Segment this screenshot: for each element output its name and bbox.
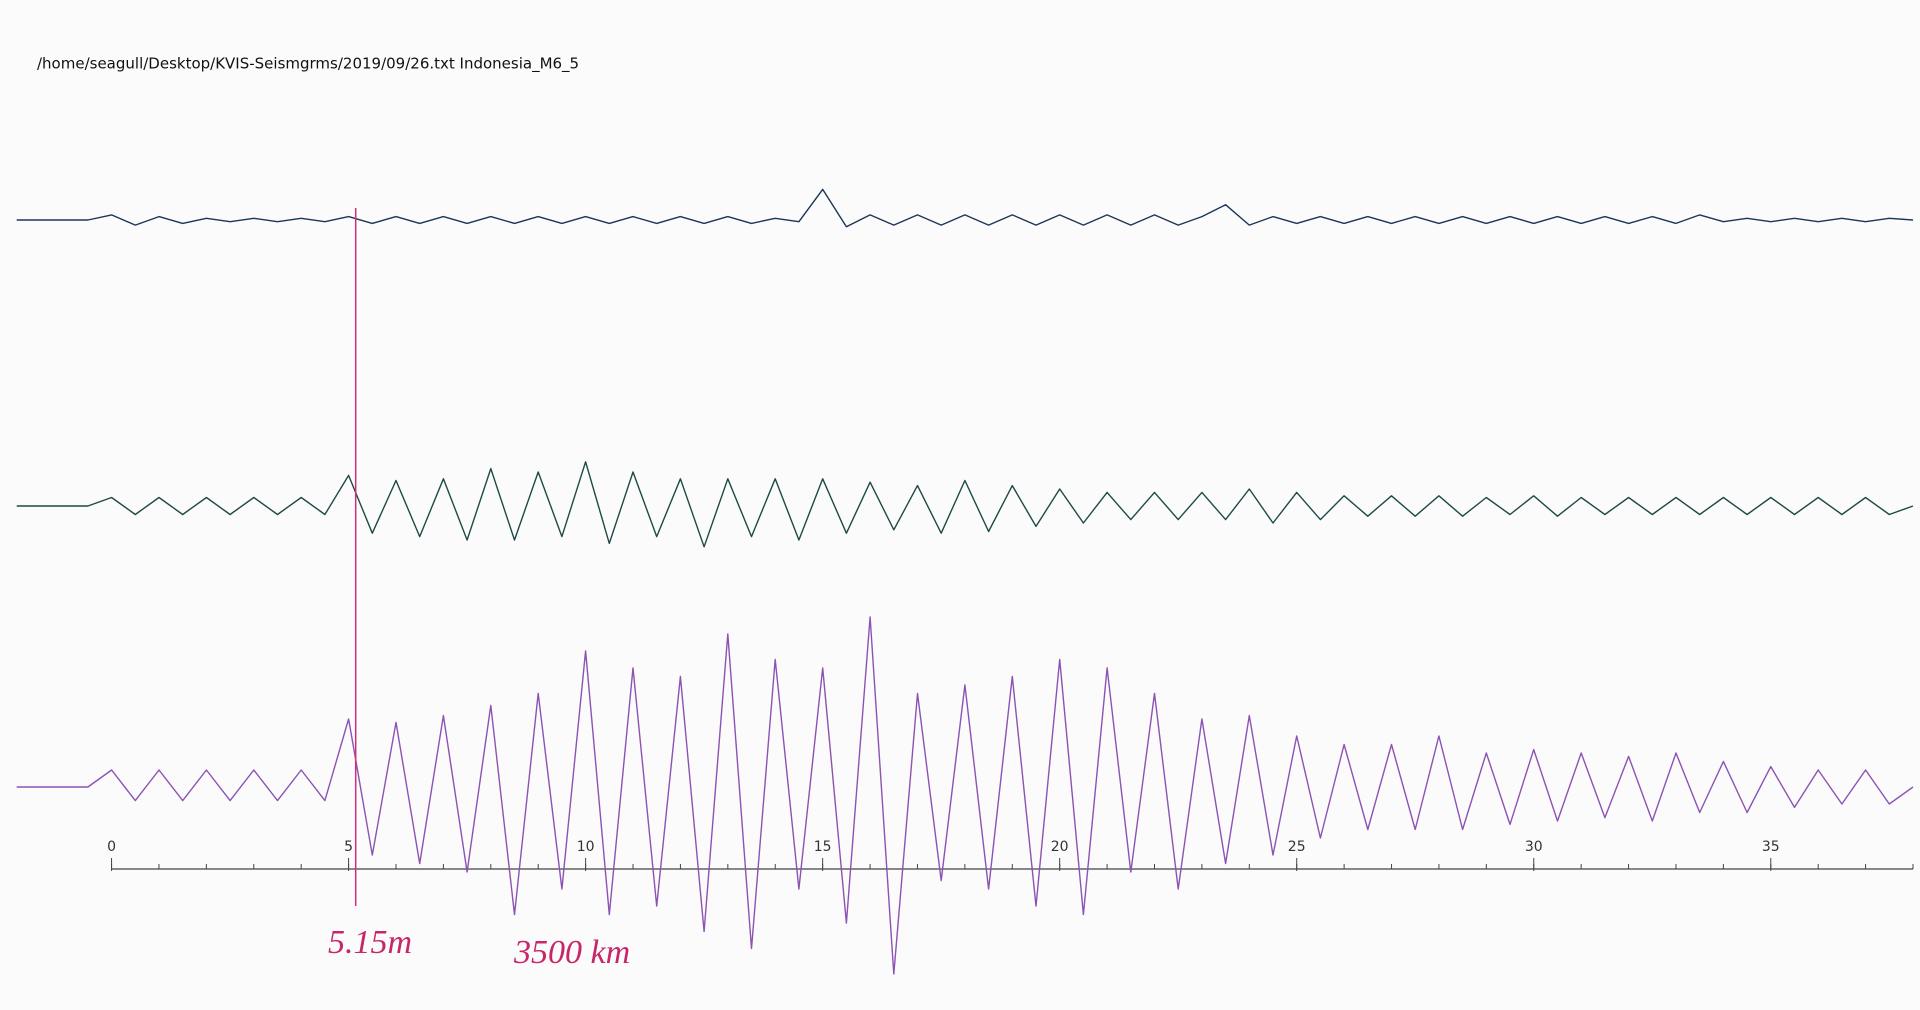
x-tick-label: 35	[1762, 839, 1780, 855]
x-tick-label: 0	[107, 839, 116, 855]
trace	[16, 461, 1914, 548]
x-tick-label: 20	[1051, 839, 1069, 855]
annotation: 5.15m	[328, 924, 412, 961]
annotation: 3500 km	[513, 934, 630, 971]
chart-title: /home/seagull/Desktop/KVIS-Seismgrms/201…	[37, 55, 579, 74]
x-tick-label: 30	[1525, 839, 1543, 855]
x-tick-label: 25	[1288, 839, 1306, 855]
x-tick-label: 15	[814, 839, 832, 855]
trace	[16, 188, 1914, 228]
x-tick-label: 5	[344, 839, 353, 855]
x-tick-label: 10	[577, 839, 595, 855]
trace	[16, 616, 1914, 975]
